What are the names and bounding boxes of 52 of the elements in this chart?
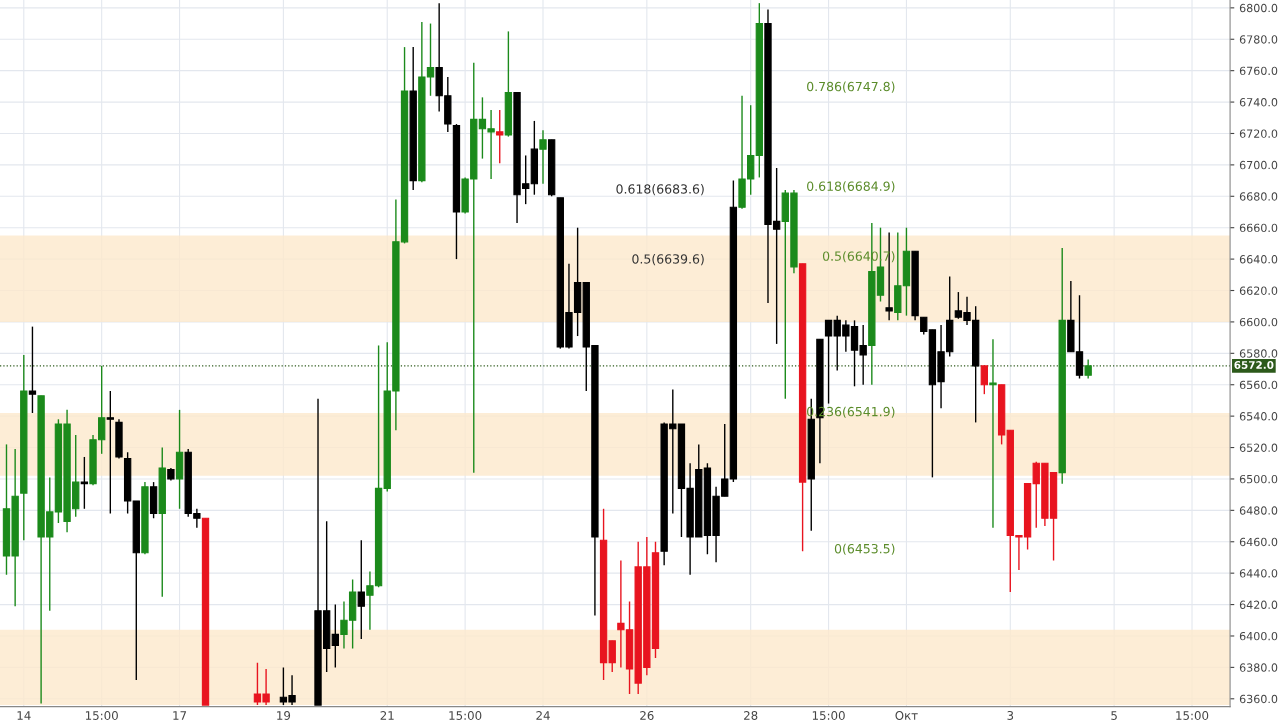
y-tick-label: 6500.0 <box>1239 474 1278 484</box>
candlestick <box>357 539 365 640</box>
y-tick-label: 6540.0 <box>1239 412 1278 421</box>
annotation: 0.618(6684.9) <box>807 181 895 193</box>
x-tick-label: Окт <box>895 711 918 720</box>
candlestick <box>106 390 115 515</box>
y-tick-label: 6560.0 <box>1239 380 1278 390</box>
x-tick-label: 15:00 <box>449 711 482 720</box>
y-tick-label: 6640.0 <box>1239 255 1278 264</box>
candlestick <box>980 365 988 395</box>
y-tick-label: 6740.0 <box>1239 98 1278 107</box>
candlestick <box>1084 358 1092 380</box>
x-tick-label: 15:00 <box>812 711 845 720</box>
y-tick-label: 6660.0 <box>1239 223 1278 233</box>
y-tick-label: 6780.0 <box>1239 35 1278 44</box>
annotation: 0.786(6747.8) <box>807 81 895 93</box>
annotation: 0.618(6683.6) <box>616 184 704 196</box>
x-tick-label: 26 <box>640 711 654 720</box>
x-tick-label: 5 <box>1111 711 1117 720</box>
y-tick-label: 6380.0 <box>1239 663 1278 672</box>
candlestick <box>28 325 37 414</box>
x-tick-label: 3 <box>1007 711 1014 720</box>
y-tick-label: 6600.0 <box>1239 317 1278 327</box>
y-tick-label: 6400.0 <box>1239 631 1278 641</box>
y-tick-label: 6520.0 <box>1239 443 1278 452</box>
y-tick-label: 6760.0 <box>1239 66 1278 76</box>
x-tick-label: 15:00 <box>1176 711 1209 720</box>
y-tick-label: 6480.0 <box>1239 506 1278 515</box>
x-tick-label: 19 <box>277 711 291 720</box>
y-tick-label: 6360.0 <box>1239 694 1278 704</box>
ref-line-label: 6572.0 <box>1234 361 1274 369</box>
y-tick-label: 6720.0 <box>1239 129 1278 138</box>
y-tick-label: 6620.0 <box>1239 286 1278 295</box>
y-tick-label: 6420.0 <box>1239 600 1278 609</box>
y-tick-label: 6800.0 <box>1239 3 1278 13</box>
y-tick-label: 6440.0 <box>1239 569 1278 578</box>
candlestick <box>331 603 339 669</box>
y-tick-label: 6680.0 <box>1239 192 1278 201</box>
candlestick <box>539 129 547 185</box>
annotation: 0(6453.5) <box>834 543 895 555</box>
x-tick-label: 14 <box>17 711 31 720</box>
candlestick <box>496 109 504 165</box>
x-tick-label: 24 <box>536 711 550 720</box>
x-tick-label: 28 <box>744 711 758 720</box>
candlestick <box>80 456 89 510</box>
y-tick-label: 6460.0 <box>1239 537 1278 547</box>
x-tick-label: 21 <box>380 711 394 720</box>
y-tick-label: 6700.0 <box>1239 160 1278 170</box>
annotation: 0.5(6639.6) <box>632 254 704 266</box>
x-tick-label: 15:00 <box>85 711 118 720</box>
y-tick-label: 6580.0 <box>1239 349 1278 358</box>
x-tick-label: 17 <box>173 711 187 720</box>
